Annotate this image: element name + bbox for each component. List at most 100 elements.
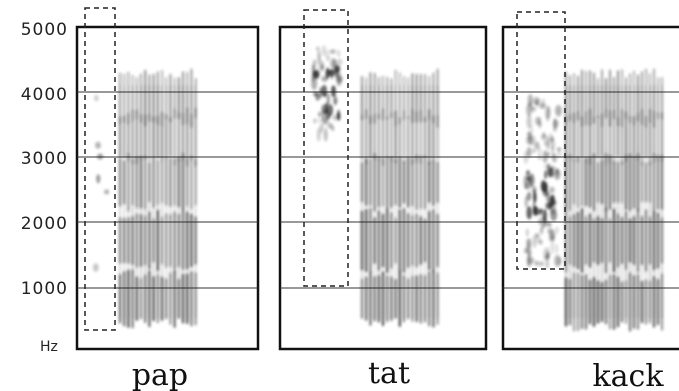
burst-noise-mark [321,76,328,82]
burst-noise-mark [312,59,317,65]
burst-noise-mark [330,74,334,80]
word-label: tat [368,356,410,391]
burst-noise-mark [332,59,337,69]
burst-noise-mark [315,92,320,101]
burst-noise-mark [540,227,543,232]
burst-noise-mark [326,56,331,62]
burst-noise-mark [333,95,338,106]
burst-noise-mark [533,192,537,203]
burst-noise-mark [333,115,337,121]
burst-noise-mark [550,240,555,254]
burst-noise-mark [540,215,547,228]
vowel-striations [311,45,439,328]
burst-noise-mark [526,147,532,158]
burst-noise-mark [323,128,328,142]
burst-noise-mark [537,147,542,155]
burst-noise-mark [537,261,545,267]
burst-noise-mark [545,202,552,210]
y-axis-unit: Hz [40,339,58,355]
burst-noise-mark [326,67,329,80]
burst-noise-mark [539,239,543,245]
burst-noise-mark [534,141,540,150]
burst-noise-mark [553,168,561,180]
burst-noise-mark [548,222,552,228]
burst-noise-mark [532,148,536,153]
burst-noise-mark [317,111,322,118]
spectrogram-panel-kack: kack [501,11,679,391]
burst-noise-mark [545,259,550,269]
burst-noise-mark [542,131,546,139]
burst-noise-mark [544,170,547,180]
burst-noise-mark [554,254,561,267]
burst-noise-mark [321,84,328,97]
burst-noise-mark [546,136,550,150]
burst-noise-mark [550,194,555,205]
burst-noise-mark [539,230,544,235]
burst-noise-mark [546,113,550,122]
burst-noise-mark [555,226,559,234]
burst-noise-mark [536,211,544,216]
burst-noise-mark [532,234,537,249]
burst-noise-mark [546,251,550,261]
burst-highlight-box [303,9,349,287]
burst-noise-mark [337,49,340,58]
burst-noise-mark [313,118,317,124]
panel-frame [75,25,260,351]
burst-noise-mark [336,112,341,121]
burst-noise-mark [97,153,104,160]
burst-noise-mark [326,92,330,106]
y-tick-label: 1000 [21,279,68,299]
burst-noise-mark [535,101,538,106]
burst-noise-mark [525,228,529,237]
burst-noise-mark [549,186,555,194]
frequency-gridlines [77,91,258,289]
burst-noise-mark [329,49,337,54]
burst-noise-mark [540,179,546,192]
burst-noise-mark [94,95,99,102]
burst-noise-mark [319,86,322,99]
burst-noise-mark [316,127,321,142]
burst-noise-mark [538,217,542,225]
burst-noise-mark [526,175,530,181]
burst-noise-mark [526,238,531,245]
burst-noise-mark [546,151,551,158]
burst-noise-mark [542,150,548,163]
burst-noise-mark [551,153,557,163]
burst-noise-mark [336,58,343,65]
burst-noise-mark [526,170,530,176]
burst-noise-mark [532,186,537,193]
burst-noise-mark [548,233,555,242]
burst-noise-mark [526,114,532,129]
burst-noise-mark [104,189,110,195]
burst-noise-mark [535,116,541,126]
burst-noise-mark [324,110,331,120]
burst-noise-mark [527,94,534,107]
word-label: kack [592,359,664,391]
burst-highlight-box [84,7,116,331]
burst-noise-mark [524,195,528,209]
burst-noise-mark [96,174,101,184]
burst-noise-mark [319,123,324,134]
burst-noise-mark [330,85,336,98]
vowel-striations [92,68,197,329]
burst-noise-mark [321,109,325,120]
word-label: pap [132,358,188,391]
burst-noise-mark [523,175,528,190]
burst-noise-mark [526,191,532,201]
burst-noise-mark [555,104,562,117]
burst-noise-mark [550,137,555,151]
burst-noise-mark [526,135,533,145]
burst-noise-mark [545,183,548,193]
burst-noise-mark [328,69,336,74]
y-tick-label: 2000 [21,214,68,234]
burst-noise-mark [537,99,541,109]
burst-noise-mark [92,263,99,272]
burst-noise-mark [543,163,550,169]
burst-noise-mark [526,206,533,220]
spectrogram-panel-tat: tat [278,9,488,391]
y-axis: 5000 4000 3000 2000 1000 Hz [21,20,68,355]
y-tick-label: 5000 [21,20,68,40]
burst-noise-mark [321,45,327,56]
burst-noise-mark [323,117,329,125]
